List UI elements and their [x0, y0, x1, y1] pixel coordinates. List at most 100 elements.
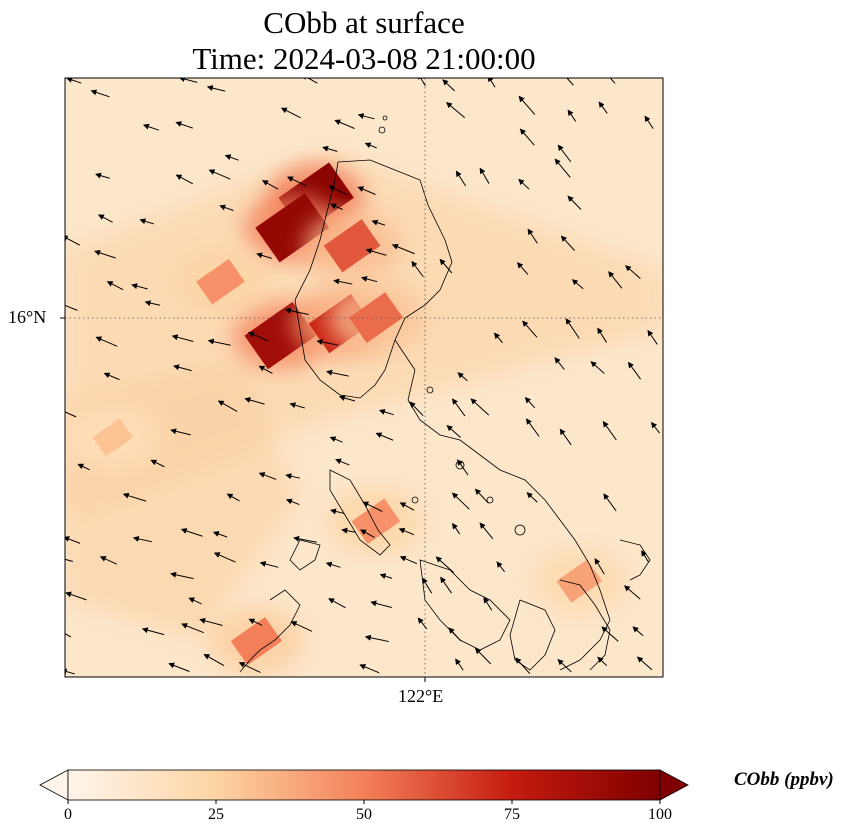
wind-arrow [65, 558, 73, 562]
wind-arrow [411, 260, 424, 278]
wind-arrow [527, 228, 538, 244]
wind-arrow [597, 656, 608, 667]
wind-arrow [280, 107, 301, 119]
wind-arrow [519, 128, 535, 146]
wind-arrow [446, 425, 461, 438]
colorbar-gradient [67, 769, 661, 801]
wind-arrow [208, 169, 231, 180]
wind-arrow [422, 577, 433, 594]
wind-arrow [360, 529, 375, 538]
wind-arrow [65, 536, 81, 544]
wind-arrow [496, 561, 506, 573]
wind-arrow [636, 656, 653, 671]
wind-arrow [448, 627, 462, 642]
wind-arrow [364, 142, 377, 149]
wind-arrow [333, 278, 353, 285]
wind-arrow [391, 243, 415, 255]
hotspot-core [196, 258, 245, 305]
wind-arrow [439, 258, 453, 274]
wind-arrow [144, 300, 161, 307]
wind-arrow [554, 357, 565, 370]
wind-arrow [398, 527, 415, 536]
wind-arrow [417, 617, 428, 630]
wind-arrow [65, 411, 77, 418]
wind-arrow [301, 78, 318, 84]
wind-arrow [362, 501, 383, 512]
colorbar-extend-min [39, 769, 69, 801]
wind-arrow [212, 531, 228, 538]
wind-arrow [188, 597, 202, 605]
wind-arrow [470, 398, 490, 416]
wind-arrow [601, 626, 619, 642]
colorbar-tick-label: 75 [504, 806, 520, 823]
wind-arrow [139, 218, 155, 225]
wind-arrow [213, 552, 236, 563]
wind-arrow [399, 555, 418, 565]
wind-arrow [258, 472, 277, 480]
wind-arrow [181, 623, 205, 634]
wind-arrow [522, 320, 538, 338]
wind-arrow [360, 276, 378, 283]
wind-arrow [565, 318, 580, 339]
wind-arrow [608, 271, 623, 289]
wind-arrow [524, 396, 536, 409]
wind-arrow [106, 281, 124, 291]
wind-arrow [122, 492, 147, 502]
wind-arrow [248, 618, 263, 626]
wind-arrow [594, 558, 605, 575]
wind-arrow [326, 369, 349, 377]
wind-arrow [623, 585, 641, 600]
wind-arrow [571, 279, 584, 290]
wind-arrow [325, 561, 341, 568]
wind-arrow [217, 400, 238, 412]
wind-arrow [244, 397, 265, 405]
wind-arrow [65, 668, 76, 675]
wind-arrow [170, 428, 191, 436]
wind-arrow [379, 573, 393, 579]
wind-arrow [226, 493, 240, 502]
wind-arrow [644, 115, 654, 129]
wind-arrow [168, 662, 190, 672]
wind-arrow [554, 158, 571, 178]
lat-tick-label: 16°N [8, 307, 47, 327]
wind-arrow [131, 283, 148, 290]
wind-arrow [141, 627, 165, 636]
wind-arrow [647, 329, 658, 345]
wind-arrow [525, 418, 540, 437]
wind-arrow [560, 235, 575, 251]
wind-arrow [94, 249, 116, 259]
wind-arrow [338, 395, 356, 402]
wind-arrow [316, 339, 339, 346]
wind-arrow [479, 522, 494, 540]
wind-arrow [603, 493, 617, 512]
wind-arrow [417, 78, 426, 87]
wind-arrow [651, 421, 660, 434]
colorbar-tick-label: 50 [356, 806, 372, 823]
wind-arrow [597, 327, 608, 343]
wind-arrow [474, 647, 492, 665]
wind-arrow [286, 498, 300, 506]
wind-arrow [322, 145, 338, 152]
wind-arrow [66, 78, 82, 84]
colorbar [39, 769, 689, 804]
wind-arrow [559, 428, 572, 446]
wind-arrow [557, 144, 572, 163]
wind-arrow [258, 365, 273, 374]
colorbar-tick-label: 0 [64, 806, 72, 823]
map-plot [60, 77, 664, 682]
wind-arrow [199, 617, 223, 627]
wind-arrow [173, 364, 192, 372]
hotspot-core [230, 616, 282, 666]
wind-arrow [375, 432, 394, 441]
wind-arrow [442, 79, 455, 92]
wind-arrow [150, 459, 165, 468]
wind-arrow [567, 109, 577, 122]
wind-arrow [256, 252, 272, 259]
wind-arrow [455, 658, 464, 671]
wind-arrow [598, 101, 608, 114]
wind-arrow [284, 307, 309, 315]
wind-arrow [65, 591, 87, 601]
wind-arrow [359, 664, 380, 674]
wind-arrow [334, 119, 355, 129]
wind-vectors [65, 78, 660, 675]
